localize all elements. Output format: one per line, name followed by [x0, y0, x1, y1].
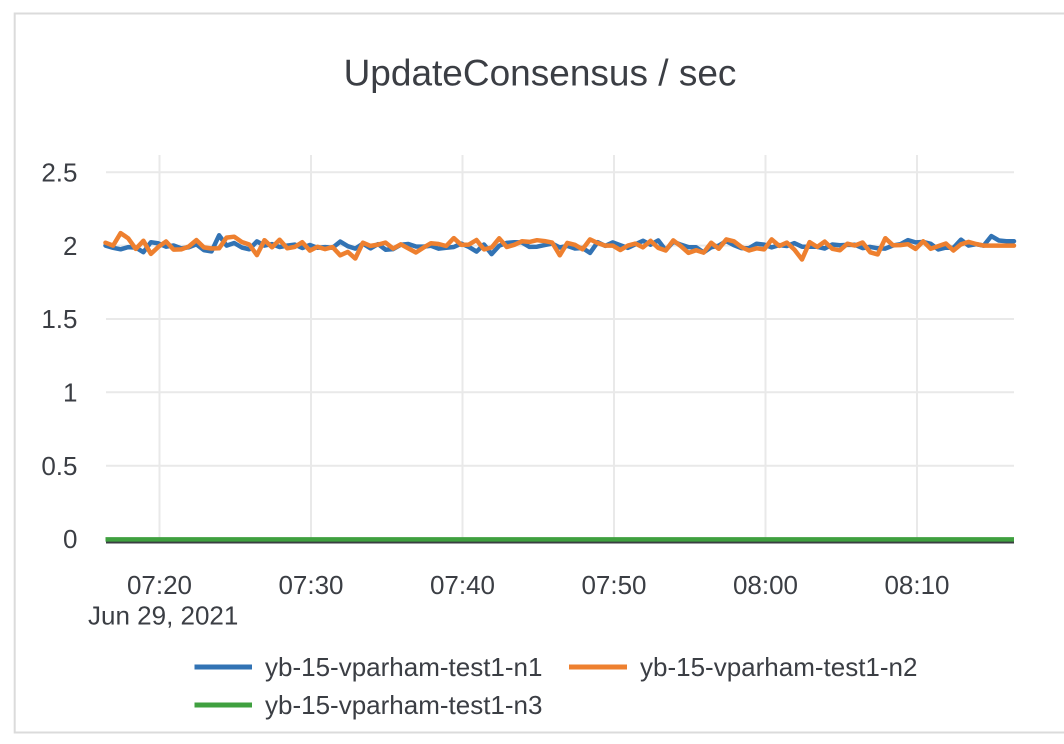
svg-text:0.5: 0.5 — [41, 451, 77, 481]
svg-text:yb-15-vparham-test1-n2: yb-15-vparham-test1-n2 — [640, 652, 917, 682]
svg-text:07:30: 07:30 — [278, 570, 343, 600]
svg-text:2: 2 — [63, 231, 77, 261]
svg-text:UpdateConsensus / sec: UpdateConsensus / sec — [344, 53, 737, 94]
svg-text:1.5: 1.5 — [41, 304, 77, 334]
svg-text:07:20: 07:20 — [127, 570, 192, 600]
svg-text:1: 1 — [63, 378, 77, 408]
svg-text:07:50: 07:50 — [581, 570, 646, 600]
svg-text:0: 0 — [63, 524, 77, 554]
svg-text:08:00: 08:00 — [733, 570, 798, 600]
svg-text:07:40: 07:40 — [430, 570, 495, 600]
svg-text:Jun 29, 2021: Jun 29, 2021 — [88, 601, 238, 631]
svg-text:2.5: 2.5 — [41, 158, 77, 188]
svg-text:yb-15-vparham-test1-n3: yb-15-vparham-test1-n3 — [265, 690, 542, 720]
svg-text:08:10: 08:10 — [884, 570, 949, 600]
svg-text:yb-15-vparham-test1-n1: yb-15-vparham-test1-n1 — [265, 652, 542, 682]
